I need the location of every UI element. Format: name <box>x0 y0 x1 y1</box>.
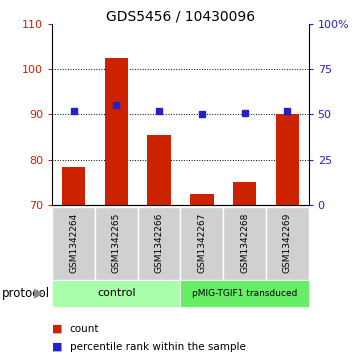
Text: count: count <box>70 323 99 334</box>
Text: percentile rank within the sample: percentile rank within the sample <box>70 342 245 352</box>
Bar <box>138 207 180 280</box>
Bar <box>105 58 128 205</box>
Text: GDS5456 / 10430096: GDS5456 / 10430096 <box>106 9 255 23</box>
Text: ■: ■ <box>52 323 63 334</box>
Bar <box>275 114 299 205</box>
Bar <box>180 207 223 280</box>
Bar <box>62 167 86 205</box>
Bar <box>95 207 138 280</box>
Text: protocol: protocol <box>2 287 50 299</box>
Bar <box>147 135 171 205</box>
Bar <box>52 207 95 280</box>
Text: GSM1342266: GSM1342266 <box>155 213 164 273</box>
Text: GSM1342267: GSM1342267 <box>197 213 206 273</box>
Text: GSM1342265: GSM1342265 <box>112 213 121 273</box>
Bar <box>223 207 266 280</box>
Bar <box>233 182 256 205</box>
Bar <box>52 280 180 307</box>
Text: ■: ■ <box>52 342 63 352</box>
Text: pMIG-TGIF1 transduced: pMIG-TGIF1 transduced <box>192 289 297 298</box>
Bar <box>266 207 309 280</box>
Text: GSM1342264: GSM1342264 <box>69 213 78 273</box>
Text: GSM1342269: GSM1342269 <box>283 213 292 273</box>
Text: ▶: ▶ <box>34 287 43 299</box>
Bar <box>180 280 309 307</box>
Text: control: control <box>97 288 136 298</box>
Text: GSM1342268: GSM1342268 <box>240 213 249 273</box>
Bar <box>190 194 214 205</box>
